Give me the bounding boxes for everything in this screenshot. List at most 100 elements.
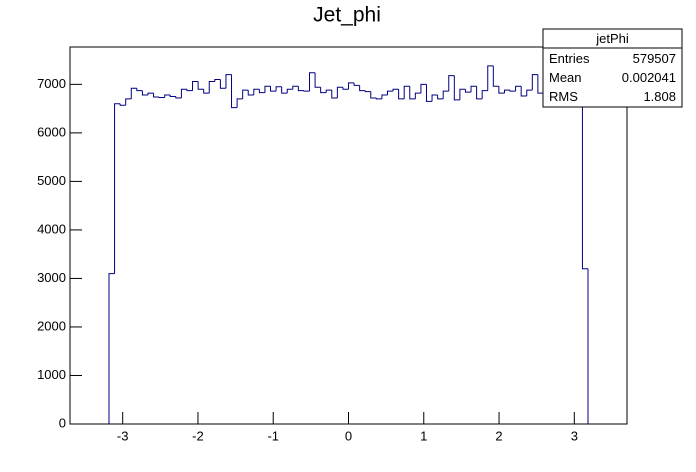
histogram-bin <box>414 92 421 99</box>
histogram-bin <box>309 72 316 92</box>
histogram-bin <box>515 85 522 92</box>
histogram-bin <box>476 86 483 100</box>
histogram-bin <box>292 85 299 90</box>
histogram-bin <box>470 85 477 93</box>
histogram-bin <box>370 91 377 99</box>
y-tick-label: 3000 <box>37 270 66 285</box>
histogram-bin <box>286 88 293 94</box>
y-tick-label: 6000 <box>37 124 66 139</box>
histogram-bin <box>359 85 366 92</box>
histogram-bin <box>208 80 215 94</box>
histogram-bin <box>130 87 137 99</box>
histogram-bin <box>242 89 249 99</box>
stats-label: RMS <box>549 89 578 104</box>
y-tick-label: 0 <box>59 415 66 430</box>
histogram-bin <box>336 86 343 98</box>
histogram-bin <box>364 90 371 93</box>
histogram-bin <box>503 89 511 94</box>
histogram-bin <box>125 98 132 106</box>
histogram-bin <box>197 81 204 90</box>
histogram-bin <box>214 79 221 82</box>
histogram-bin <box>153 93 160 98</box>
histogram-bin <box>264 85 271 93</box>
histogram-bin <box>119 103 126 106</box>
histogram-bin <box>526 89 533 97</box>
histogram-bin <box>425 84 433 102</box>
histogram-bin <box>108 273 115 424</box>
histogram-bin <box>498 86 505 94</box>
histogram-bin <box>186 89 193 92</box>
histogram-bin <box>381 94 388 99</box>
x-tick-label: 0 <box>345 428 352 443</box>
histogram-bin <box>431 94 438 102</box>
histogram-bin <box>114 103 121 274</box>
histogram-bin <box>192 80 199 91</box>
y-tick-label: 2000 <box>37 318 66 333</box>
histogram-bin <box>281 86 288 94</box>
histogram-bin <box>442 90 449 99</box>
histogram-bin <box>136 88 143 92</box>
x-tick-label: -2 <box>192 428 204 443</box>
y-tick-label: 7000 <box>37 76 66 91</box>
histogram-bin <box>331 90 338 99</box>
stats-value: 0.002041 <box>622 70 676 85</box>
histogram-bin <box>453 75 460 101</box>
histogram-bin <box>231 74 238 109</box>
y-tick-label: 1000 <box>37 367 66 382</box>
histogram-bin <box>581 93 589 270</box>
x-tick-label: 2 <box>495 428 502 443</box>
stats-value: 579507 <box>633 51 676 66</box>
histogram-bin <box>175 96 182 99</box>
histogram-bin <box>141 90 148 96</box>
stats-label: Mean <box>549 70 582 85</box>
histogram-bin <box>180 88 187 98</box>
histogram-bin <box>353 82 360 86</box>
histogram-bin <box>203 89 210 94</box>
histogram-bin <box>509 90 516 92</box>
histogram-bin <box>253 88 260 96</box>
histogram-bin <box>520 86 527 97</box>
histogram-bin <box>275 86 282 92</box>
histogram-bin <box>348 82 355 90</box>
histogram-bin <box>297 86 304 92</box>
histogram-bin <box>481 90 488 99</box>
histogram-bin <box>386 90 394 96</box>
stats-box <box>542 28 683 108</box>
histogram-bin <box>409 86 416 100</box>
histogram-bin <box>169 95 176 97</box>
histogram-bin <box>247 90 254 96</box>
histogram-bin <box>420 83 427 94</box>
x-tick-label: 1 <box>420 428 427 443</box>
x-tick-label: 3 <box>571 428 578 443</box>
histogram-bin <box>219 79 226 89</box>
histogram-bin <box>320 87 327 94</box>
stats-label: Entries <box>549 51 590 66</box>
histogram-bin <box>448 75 455 92</box>
stats-value: 1.808 <box>643 89 676 104</box>
x-tick-label: -1 <box>267 428 279 443</box>
histogram-bin <box>392 88 399 92</box>
y-tick-label: 5000 <box>37 173 66 188</box>
histogram-bin <box>437 95 444 100</box>
x-tick-label: -3 <box>117 428 129 443</box>
chart-title: Jet_phi <box>313 4 381 27</box>
histogram-bin <box>270 86 277 92</box>
histogram-bin <box>314 72 321 88</box>
histogram-bin <box>403 85 410 99</box>
stats-title: jetPhi <box>595 31 629 46</box>
histogram-bin <box>147 92 154 96</box>
histogram-bin <box>236 98 243 108</box>
histogram-bin <box>225 74 232 89</box>
histogram-bin <box>492 65 499 87</box>
histogram-bin <box>375 97 382 100</box>
histogram-bin <box>164 94 171 98</box>
histogram-bin <box>325 89 332 93</box>
histogram-bin <box>258 89 265 94</box>
histogram-bin <box>398 89 405 100</box>
y-tick-label: 4000 <box>37 221 66 236</box>
histogram-bin <box>537 74 544 94</box>
histogram-bin <box>464 89 472 93</box>
histogram-bin <box>342 87 349 90</box>
